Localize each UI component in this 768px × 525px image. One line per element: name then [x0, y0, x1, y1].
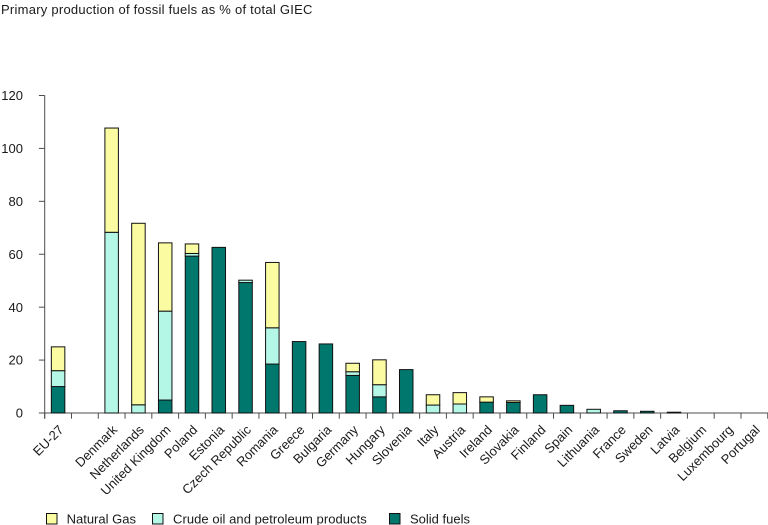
svg-text:80: 80	[9, 194, 23, 209]
svg-text:40: 40	[9, 300, 23, 315]
svg-text:0: 0	[16, 406, 23, 421]
svg-text:Natural Gas: Natural Gas	[67, 512, 137, 525]
svg-text:60: 60	[9, 247, 23, 262]
svg-text:Crude oil and petroleum produc: Crude oil and petroleum products	[173, 512, 367, 525]
svg-text:100: 100	[1, 141, 23, 156]
svg-text:Solid fuels: Solid fuels	[410, 512, 470, 525]
svg-text:120: 120	[1, 88, 23, 103]
svg-text:Primary production of fossil f: Primary production of fossil fuels as % …	[1, 2, 313, 17]
svg-text:20: 20	[9, 353, 23, 368]
